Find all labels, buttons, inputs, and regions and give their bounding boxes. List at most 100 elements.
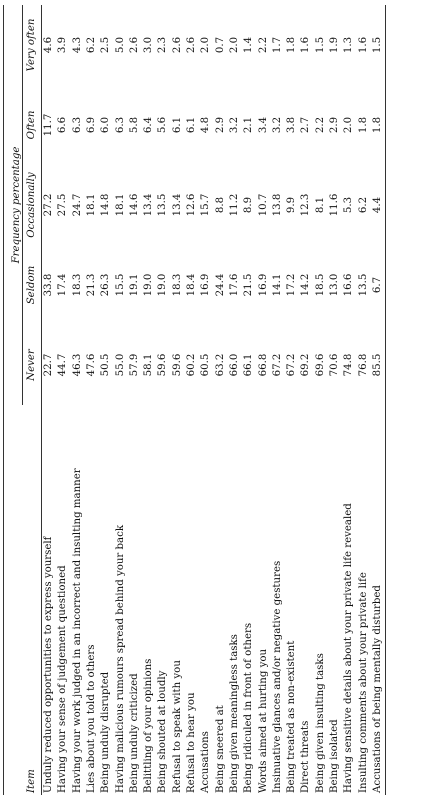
row-value-cell: 3.8 — [286, 116, 298, 134]
row-value-cell: 6.1 — [186, 116, 198, 134]
row-item-label: Belittling of your opinions — [143, 658, 155, 793]
column-header-occasionally: Occasionally — [22, 165, 42, 245]
row-value-cell: 6.4 — [143, 116, 155, 134]
row-value-cell: 6.6 — [57, 116, 69, 134]
row-value-cell: 74.8 — [343, 353, 355, 377]
table-row: Insinuative glances and/or negative gest… — [271, 5, 285, 795]
table-row: Direct threats 69.2 14.2 12.3 2.7 1.6 — [299, 5, 313, 795]
table-row: Being given insulting tasks 69.6 18.5 8.1 2.… — [314, 5, 328, 795]
row-value-cell: 2.2 — [257, 36, 269, 54]
row-value-cell: 4.4 — [370, 165, 386, 245]
row-value-cell: 18.1 — [114, 193, 126, 217]
row-value-cell: 69.6 — [314, 353, 326, 377]
table-row: Being unduly disrupted 50.5 26.3 14.8 6.0 2.5 — [99, 5, 113, 795]
row-value-cell: 17.6 — [228, 273, 240, 297]
row-item-label: Being given meaningless tasks — [228, 634, 240, 793]
row-value-cell: 2.6 — [171, 36, 183, 54]
row-value-cell: 2.6 — [128, 36, 140, 54]
row-value-cell: 4.3 — [71, 36, 83, 54]
row-item-label: Insinuative glances and/or negative gest… — [271, 560, 283, 793]
row-value-cell: 2.0 — [228, 36, 240, 54]
row-value-cell: 59.6 — [171, 353, 183, 377]
row-value-cell: 13.5 — [157, 193, 169, 217]
row-value-cell: 13.0 — [328, 273, 340, 297]
group-header-spacer — [4, 405, 23, 795]
row-item-label: Unduly reduced opportunities to express … — [43, 536, 55, 793]
row-value-cell: 19.1 — [128, 273, 140, 297]
row-value-cell: 19.0 — [157, 273, 169, 297]
row-value-cell: 13.5 — [357, 273, 369, 297]
row-value-cell: 3.2 — [228, 116, 240, 134]
row-value-cell: 6.3 — [114, 116, 126, 134]
row-value-cell: 44.7 — [57, 353, 69, 377]
row-value-cell: 60.5 — [200, 353, 212, 377]
row-item-label: Having malicious rumours spread behind y… — [114, 525, 126, 793]
row-value-cell: 47.6 — [85, 353, 97, 377]
row-value-cell: 13.4 — [143, 193, 155, 217]
row-value-cell: 2.9 — [328, 116, 340, 134]
row-item-label: Being isolated — [328, 719, 340, 793]
row-value-cell: 2.0 — [343, 116, 355, 134]
row-value-cell: 12.3 — [300, 193, 312, 217]
row-value-cell: 66.1 — [243, 353, 255, 377]
row-value-cell: 8.9 — [243, 196, 255, 214]
row-value-cell: 6.2 — [357, 196, 369, 214]
row-value-cell: 60.2 — [186, 353, 198, 377]
row-value-cell: 15.7 — [200, 193, 212, 217]
row-item-label: Being sneered at — [214, 705, 226, 793]
row-item-label: Accusations — [200, 731, 212, 793]
row-value-cell: 5.3 — [343, 196, 355, 214]
row-value-cell: 3.4 — [257, 116, 269, 134]
row-value-cell: 1.5 — [314, 36, 326, 54]
row-value-cell: 1.5 — [370, 5, 386, 85]
row-value-cell: 8.1 — [314, 196, 326, 214]
table-row: Having your sense of judgement questione… — [56, 5, 70, 795]
row-value-cell: 16.9 — [200, 273, 212, 297]
column-header-item: Item — [22, 405, 42, 795]
row-value-cell: 16.6 — [343, 273, 355, 297]
row-value-cell: 0.7 — [214, 36, 226, 54]
row-item-label: Refusal to hear you — [186, 692, 198, 793]
row-item-label: Having your work judged in an incorrect … — [71, 468, 83, 793]
frequency-table: Frequency percentage Item Never Seldom O… — [3, 5, 386, 795]
row-value-cell: 57.9 — [128, 353, 140, 377]
row-value-cell: 13.8 — [271, 193, 283, 217]
row-value-cell: 85.5 — [370, 325, 386, 405]
row-value-cell: 67.2 — [286, 353, 298, 377]
row-value-cell: 27.2 — [43, 193, 55, 217]
row-value-cell: 19.0 — [143, 273, 155, 297]
row-value-cell: 1.8 — [370, 85, 386, 165]
row-value-cell: 3.9 — [57, 36, 69, 54]
table-row: Words aimed at hurting you 66.8 16.9 10.7 3.… — [256, 5, 270, 795]
row-value-cell: 1.6 — [300, 36, 312, 54]
row-value-cell: 55.0 — [114, 353, 126, 377]
table-row: Belittling of your opinions 58.1 19.0 13.4 6… — [142, 5, 156, 795]
table-row: Being sneered at 63.2 24.4 8.8 2.9 0.7 — [214, 5, 228, 795]
row-value-cell: 6.0 — [100, 116, 112, 134]
row-value-cell: 1.7 — [271, 36, 283, 54]
row-value-cell: 2.0 — [200, 36, 212, 54]
row-value-cell: 1.9 — [328, 36, 340, 54]
row-value-cell: 14.8 — [100, 193, 112, 217]
row-value-cell: 18.3 — [71, 273, 83, 297]
row-value-cell: 10.7 — [257, 193, 269, 217]
row-value-cell: 17.4 — [57, 273, 69, 297]
row-item-label: Accusations of being mentally disturbed — [370, 405, 386, 795]
row-value-cell: 6.7 — [370, 245, 386, 325]
table-row: Being shouted at loudly 59.6 19.0 13.5 5.6 2.… — [156, 5, 170, 795]
row-value-cell: 6.2 — [85, 36, 97, 54]
table-row: Accusations of being mentally disturbed 8… — [370, 5, 386, 795]
row-item-label: Having sensitive details about your priv… — [343, 503, 355, 793]
row-value-cell: 1.8 — [286, 36, 298, 54]
table-row: Refusal to speak with you 59.6 18.3 13.4 6.1… — [171, 5, 185, 795]
row-item-label: Being treated as non-existent — [286, 640, 298, 793]
row-value-cell: 12.6 — [186, 193, 198, 217]
row-item-label: Words aimed at hurting you — [257, 648, 269, 793]
row-item-label: Being ridiculed in front of others — [243, 622, 255, 793]
row-value-cell: 1.6 — [357, 36, 369, 54]
table-row: Insulting comments about your private li… — [357, 5, 371, 795]
row-value-cell: 18.4 — [186, 273, 198, 297]
column-header-seldom: Seldom — [22, 245, 42, 325]
row-value-cell: 11.2 — [228, 193, 240, 217]
